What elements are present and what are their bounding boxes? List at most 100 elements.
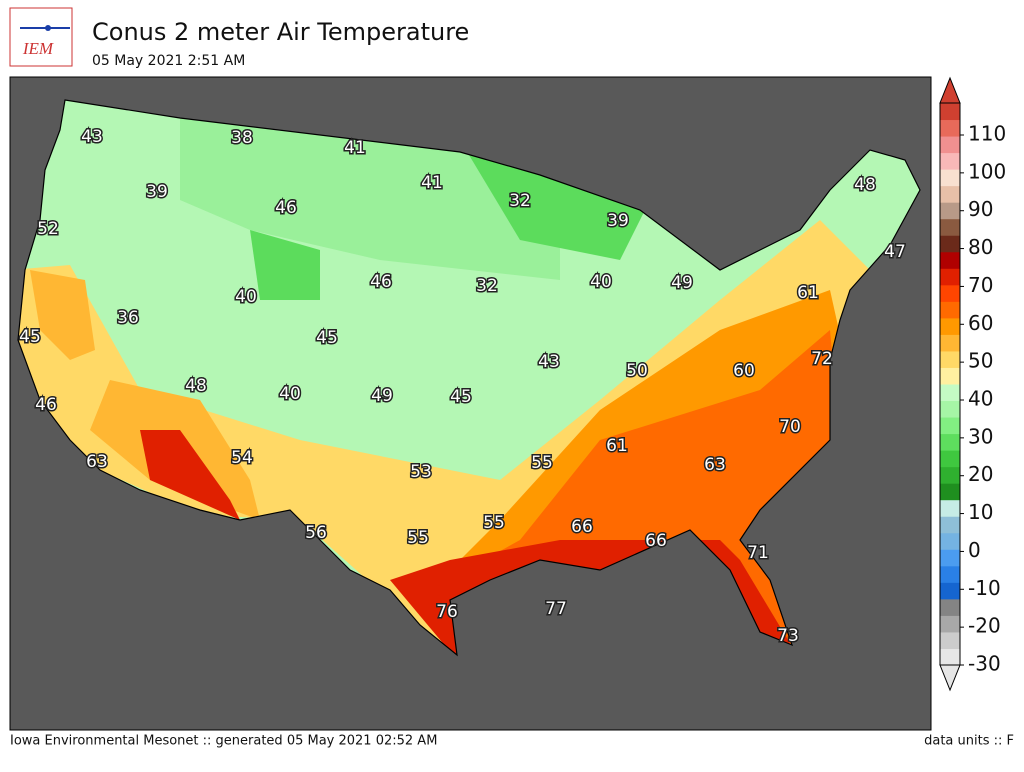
colorbar-band <box>940 516 960 534</box>
logo-dot <box>45 25 51 31</box>
us-outline <box>17 99 921 657</box>
temperature-label: 70 <box>779 417 801 437</box>
temperature-label: 49 <box>671 273 693 293</box>
colorbar-band <box>940 119 960 137</box>
temperature-label: 46 <box>35 395 57 415</box>
colorbar-tick-label: 110 <box>968 122 1006 146</box>
logo-frame <box>9 7 73 67</box>
colorbar-tick-label: 70 <box>968 273 993 297</box>
temperature-label: 39 <box>607 211 629 231</box>
temperature-label: 71 <box>747 543 769 563</box>
temperature-label: 61 <box>797 283 819 303</box>
temperature-label: 77 <box>545 599 567 619</box>
colorbar-band <box>940 367 960 385</box>
temperature-label: 36 <box>117 308 139 328</box>
colorbar-band <box>940 169 960 187</box>
temperature-label: 41 <box>421 173 443 193</box>
temperature-label: 38 <box>231 128 253 148</box>
colorbar-band <box>940 251 960 269</box>
colorbar-band <box>940 565 960 583</box>
temperature-label: 61 <box>606 436 628 456</box>
colorbar-band <box>940 450 960 468</box>
colorbar-band <box>940 152 960 170</box>
zone <box>140 430 240 520</box>
temperature-label: 41 <box>344 138 366 158</box>
logo: IEM <box>9 7 73 67</box>
temperature-label: 55 <box>531 453 553 473</box>
colorbar-band <box>940 235 960 253</box>
colorbar-band <box>940 317 960 335</box>
colorbar-band <box>940 499 960 517</box>
colorbar-frame <box>939 102 961 666</box>
temperature-label: 55 <box>407 528 429 548</box>
logo-text: IEM <box>22 39 54 58</box>
colorbar-band <box>940 384 960 402</box>
colorbar-band <box>940 532 960 550</box>
colorbar-band <box>940 433 960 451</box>
temperature-label: 50 <box>626 361 648 381</box>
colorbar-band <box>940 185 960 203</box>
temperature-label: 63 <box>704 455 726 475</box>
colorbar-band <box>940 417 960 435</box>
colorbar-band <box>940 400 960 418</box>
colorbar-band <box>940 268 960 286</box>
colorbar-band <box>940 334 960 352</box>
temperature-label: 45 <box>316 328 338 348</box>
colorbar-band <box>940 202 960 220</box>
colorbar-band <box>940 598 960 616</box>
temperature-label: 53 <box>410 462 432 482</box>
subtitle: 05 May 2021 2:51 AM <box>92 53 245 69</box>
colorbar-tick-label: 40 <box>968 387 993 411</box>
temperature-label: 66 <box>645 531 667 551</box>
temperature-label: 45 <box>450 387 472 407</box>
temperature-label: 43 <box>81 127 103 147</box>
temperature-label: 56 <box>305 523 327 543</box>
temperature-label: 48 <box>854 175 876 195</box>
colorbar-tick-label: -10 <box>968 576 1001 600</box>
colorbar: -30 -20 -10 0 10 20 30 40 50 60 70 80 90 100 110 <box>939 76 1006 692</box>
colorbar-band <box>940 350 960 368</box>
colorbar-band <box>940 615 960 633</box>
temperature-label: 73 <box>777 626 799 646</box>
temperature-label: 45 <box>19 327 41 347</box>
title: Conus 2 meter Air Temperature <box>92 18 469 46</box>
colorbar-tick-label: 30 <box>968 424 993 448</box>
temperature-label: 47 <box>884 242 906 262</box>
temperature-label: 46 <box>370 272 392 292</box>
footer-right: data units :: F <box>924 734 1014 749</box>
colorbar-band <box>940 648 960 666</box>
colorbar-tick-label: -30 <box>968 652 1001 676</box>
colorbar-tick-label: 10 <box>968 500 993 524</box>
colorbar-tick-label: 50 <box>968 349 993 373</box>
footer-left: Iowa Environmental Mesonet :: generated … <box>10 734 437 749</box>
colorbar-tick-label: 60 <box>968 311 993 335</box>
colorbar-arrow <box>939 76 961 104</box>
colorbar-band <box>940 218 960 236</box>
colorbar-tick-label: 100 <box>968 159 1006 183</box>
colorbar-band <box>940 466 960 484</box>
colorbar-band <box>940 582 960 600</box>
zone <box>30 270 95 360</box>
temperature-label: 76 <box>436 602 458 622</box>
temperature-label: 46 <box>275 198 297 218</box>
temperature-label: 54 <box>231 448 253 468</box>
temperature-label: 48 <box>185 376 207 396</box>
colorbar-arrow <box>939 664 961 692</box>
temperature-label: 66 <box>571 517 593 537</box>
zone <box>460 140 650 260</box>
temperature-label: 39 <box>146 182 168 202</box>
temperature-label: 52 <box>37 219 59 239</box>
temperature-label: 40 <box>279 384 301 404</box>
temperature-label: 43 <box>538 352 560 372</box>
colorbar-band <box>940 301 960 319</box>
colorbar-tick-label: -20 <box>968 614 1001 638</box>
temperature-label: 55 <box>483 513 505 533</box>
temperature-label: 40 <box>590 272 612 292</box>
temperature-label: 40 <box>235 287 257 307</box>
colorbar-band <box>940 631 960 649</box>
colorbar-band <box>940 483 960 501</box>
zone <box>250 230 320 300</box>
temperature-label: 49 <box>371 386 393 406</box>
